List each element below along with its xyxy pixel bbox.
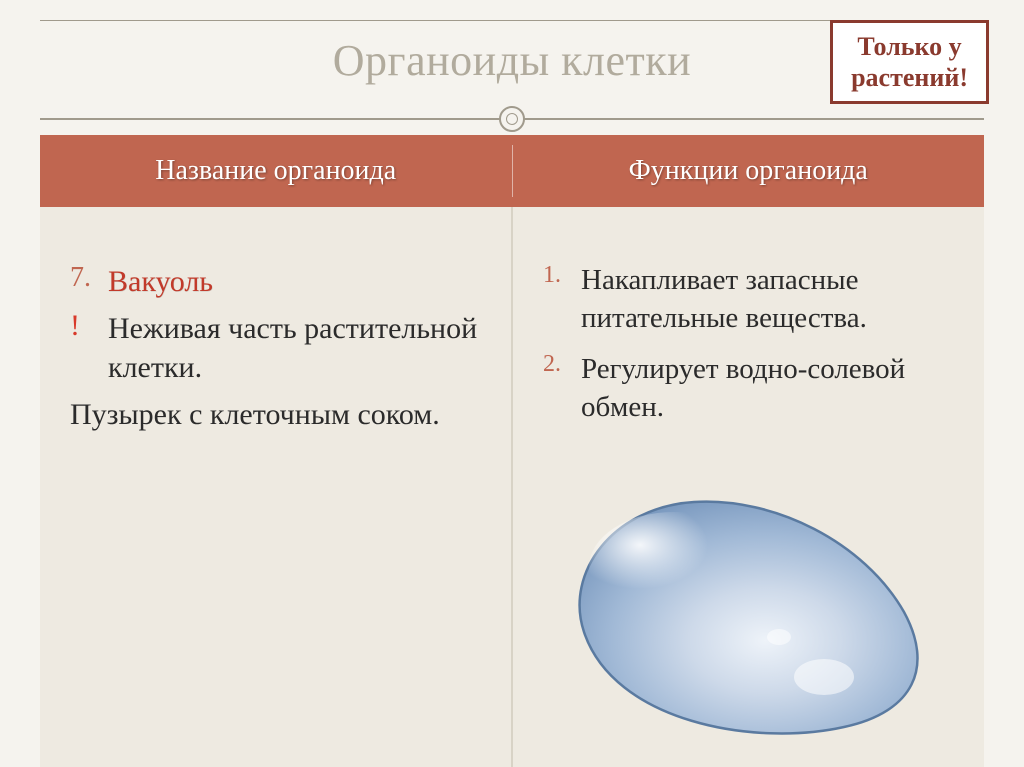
list-number-7: 7.	[70, 262, 108, 294]
slide: Органоиды клетки Только у растений! Назв…	[0, 0, 1024, 767]
callout-line-1: Только у	[851, 31, 968, 62]
exclamation-icon: !	[70, 309, 108, 343]
content-area: 7. Вакуоль ! Неживая часть растительной …	[40, 207, 984, 767]
vacuole-illustration	[524, 462, 944, 752]
list-number-2: 2.	[543, 351, 581, 378]
slide-title: Органоиды клетки	[333, 36, 691, 85]
organelle-desc1: Неживая часть растительной клетки.	[108, 309, 481, 387]
callout-line-2: растений!	[851, 62, 968, 93]
column-header-band: Название органоида Функции органоида	[40, 135, 984, 207]
function-2: Регулирует водно-солевой обмен.	[581, 351, 954, 426]
function-row-2: 2. Регулирует водно-солевой обмен.	[543, 351, 954, 426]
header-right: Функции органоида	[513, 135, 985, 207]
title-divider-circle-icon	[499, 106, 525, 132]
organelle-name: Вакуоль	[108, 262, 213, 301]
organelle-desc2: Пузырек с клеточным соком.	[70, 395, 481, 434]
header-left: Название органоида	[40, 135, 512, 207]
callout-plants-only: Только у растений!	[830, 20, 989, 104]
organelle-name-row: 7. Вакуоль	[70, 262, 481, 301]
left-column: 7. Вакуоль ! Неживая часть растительной …	[40, 207, 511, 767]
function-1: Накапливает запасные питательные веществ…	[581, 262, 954, 337]
function-row-1: 1. Накапливает запасные питательные веще…	[543, 262, 954, 337]
organelle-desc1-row: ! Неживая часть растительной клетки.	[70, 309, 481, 387]
list-number-1: 1.	[543, 262, 581, 289]
